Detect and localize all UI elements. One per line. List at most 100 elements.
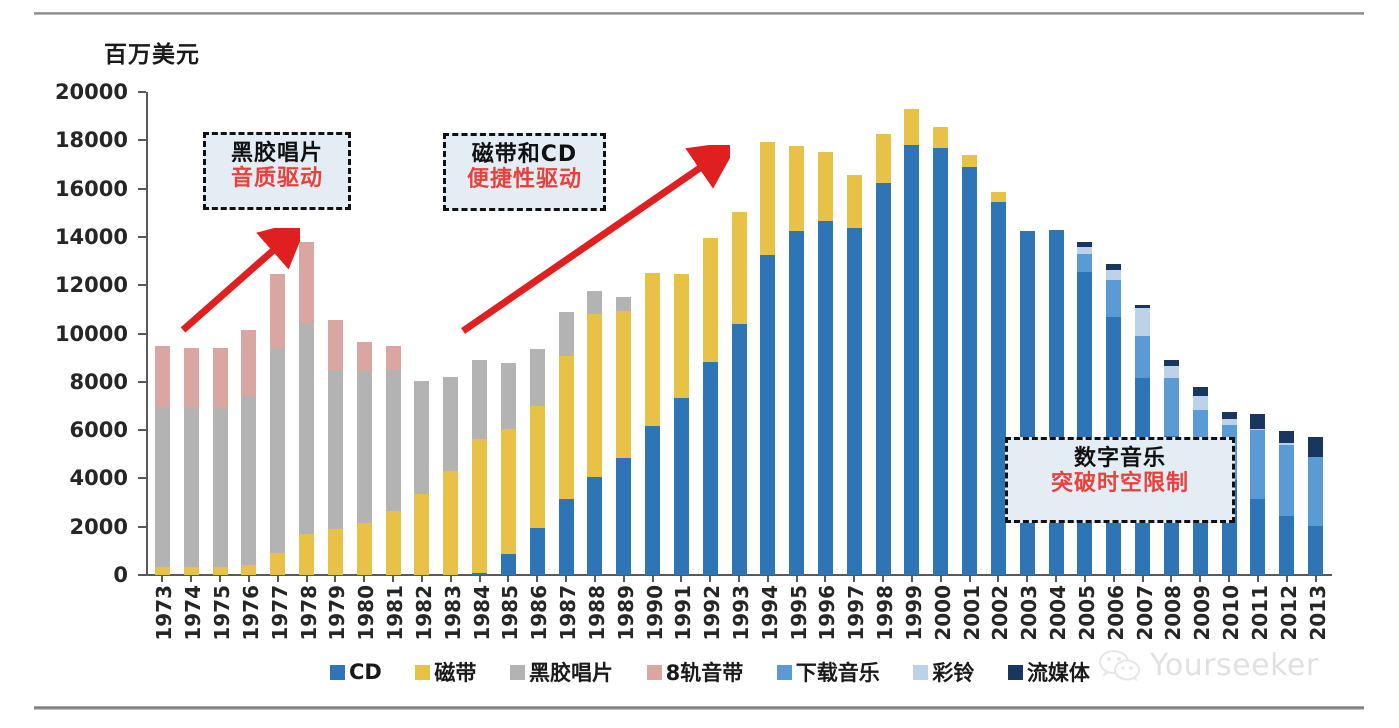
x-tick-label: 1976 <box>238 585 263 641</box>
y-tick <box>138 235 146 238</box>
bar-segment-cassette <box>760 141 776 256</box>
bar-segment-cassette <box>472 438 488 573</box>
bar-segment-cassette <box>414 494 430 575</box>
bar-segment-download <box>1106 280 1122 317</box>
bar-segment-vinyl <box>500 362 516 429</box>
legend-swatch-icon <box>1007 664 1023 680</box>
bar-segment-eight_track <box>356 341 372 371</box>
bar-2011 <box>1250 414 1266 575</box>
bar-segment-vinyl <box>327 369 343 530</box>
x-tick-label: 1975 <box>210 585 235 641</box>
y-tick-label: 14000 <box>54 224 128 249</box>
y-tick <box>138 380 146 383</box>
x-tick-label: 2009 <box>1190 585 1215 641</box>
x-axis-year-labels: 1973 1974 1975 1976 1977 1978 1979 1980 1981 1982… <box>148 585 1330 650</box>
x-tick-label: 1994 <box>757 585 782 641</box>
y-tick <box>138 91 146 93</box>
bar-segment-streaming <box>1279 431 1295 444</box>
bar-segment-cd <box>875 182 891 575</box>
bar-1999 <box>904 108 920 575</box>
bar-segment-cd <box>500 554 516 575</box>
x-tick <box>1083 575 1086 582</box>
y-axis-line <box>146 92 148 576</box>
bar-segment-cd <box>616 457 632 575</box>
watermark-text: Yourseeker <box>1150 648 1319 683</box>
x-tick-label: 1990 <box>642 585 667 641</box>
legend-label: 流媒体 <box>1026 661 1090 685</box>
bar-segment-vinyl <box>154 407 170 568</box>
x-tick <box>565 575 568 582</box>
bar-segment-eight_track <box>212 348 228 409</box>
bar-segment-cassette <box>500 428 516 555</box>
bar-segment-cassette <box>241 565 257 575</box>
x-tick-label: 2006 <box>1103 585 1128 641</box>
x-tick <box>622 575 625 582</box>
x-tick-label: 2001 <box>959 585 984 641</box>
x-tick-label: 2000 <box>930 585 955 641</box>
bar-segment-streaming <box>1163 360 1179 367</box>
bar-segment-cassette <box>212 567 228 575</box>
x-tick <box>1170 575 1173 582</box>
y-tick <box>138 574 146 576</box>
bar-segment-cassette <box>962 154 978 167</box>
callout-cassette-cd: 磁带和CD 便捷性驱动 <box>443 133 606 211</box>
bar-segment-cassette <box>789 146 805 231</box>
y-axis-ticks <box>138 91 146 576</box>
x-tick-label: 2005 <box>1074 585 1099 641</box>
x-tick <box>420 575 423 582</box>
bar-segment-cd <box>1308 525 1324 575</box>
bar-segment-eight_track <box>154 345 170 408</box>
legend-swatch-icon <box>913 664 929 680</box>
callout-vinyl: 黑胶唱片 音质驱动 <box>203 132 351 210</box>
x-tick <box>305 575 308 582</box>
bar-segment-vinyl <box>183 408 199 568</box>
bar-segment-cassette <box>299 533 315 575</box>
bar-segment-ringtone <box>1279 443 1295 445</box>
x-tick-label: 2011 <box>1247 585 1272 641</box>
x-tick-label: 1995 <box>786 585 811 641</box>
watermark: Yourseeker <box>1098 648 1319 683</box>
bar-1995 <box>789 146 805 575</box>
legend-item-0[interactable]: CD <box>330 660 382 684</box>
bar-segment-cassette <box>616 310 632 458</box>
bar-1985 <box>500 362 516 575</box>
bar-1973 <box>154 345 170 575</box>
x-tick-label: 1986 <box>527 585 552 641</box>
bar-segment-cassette <box>587 314 603 478</box>
x-tick <box>1314 575 1317 582</box>
bar-segment-vinyl <box>414 380 430 495</box>
y-tick <box>138 477 146 480</box>
bar-segment-cassette <box>327 529 343 575</box>
bar-segment-cd <box>587 477 603 575</box>
callout-digital: 数字音乐 突破时空限制 <box>1005 437 1235 523</box>
legend-item-3[interactable]: 8轨音带 <box>646 657 743 687</box>
bar-segment-ringtone <box>1221 419 1237 426</box>
bar-segment-streaming <box>1192 386 1208 397</box>
legend-item-6[interactable]: 流媒体 <box>1007 657 1090 687</box>
bar-segment-cd <box>1048 229 1064 575</box>
bar-segment-cd <box>760 255 776 575</box>
legend-item-2[interactable]: 黑胶唱片 <box>510 657 613 687</box>
x-tick-label: 1993 <box>729 585 753 641</box>
legend-label: CD <box>349 660 382 684</box>
x-tick-label: 1998 <box>873 585 898 641</box>
legend-label: 磁带 <box>434 661 477 685</box>
bar-segment-cd <box>472 572 488 575</box>
x-tick-label: 1981 <box>383 585 408 641</box>
bar-1980 <box>356 341 372 575</box>
legend-swatch-icon <box>330 664 345 680</box>
x-tick <box>1112 575 1115 582</box>
bar-segment-cassette <box>385 511 401 575</box>
bar-2013 <box>1308 437 1324 575</box>
legend-item-5[interactable]: 彩铃 <box>913 657 974 687</box>
y-tick <box>138 332 146 335</box>
x-tick-label: 1982 <box>411 585 436 641</box>
legend-item-4[interactable]: 下载音乐 <box>776 657 880 687</box>
bar-1996 <box>817 152 833 575</box>
y-tick <box>138 525 146 528</box>
legend-item-1[interactable]: 磁带 <box>415 657 476 687</box>
bar-segment-ringtone <box>1163 366 1179 379</box>
x-tick <box>651 575 654 582</box>
bottom-divider-rule <box>34 706 1364 710</box>
